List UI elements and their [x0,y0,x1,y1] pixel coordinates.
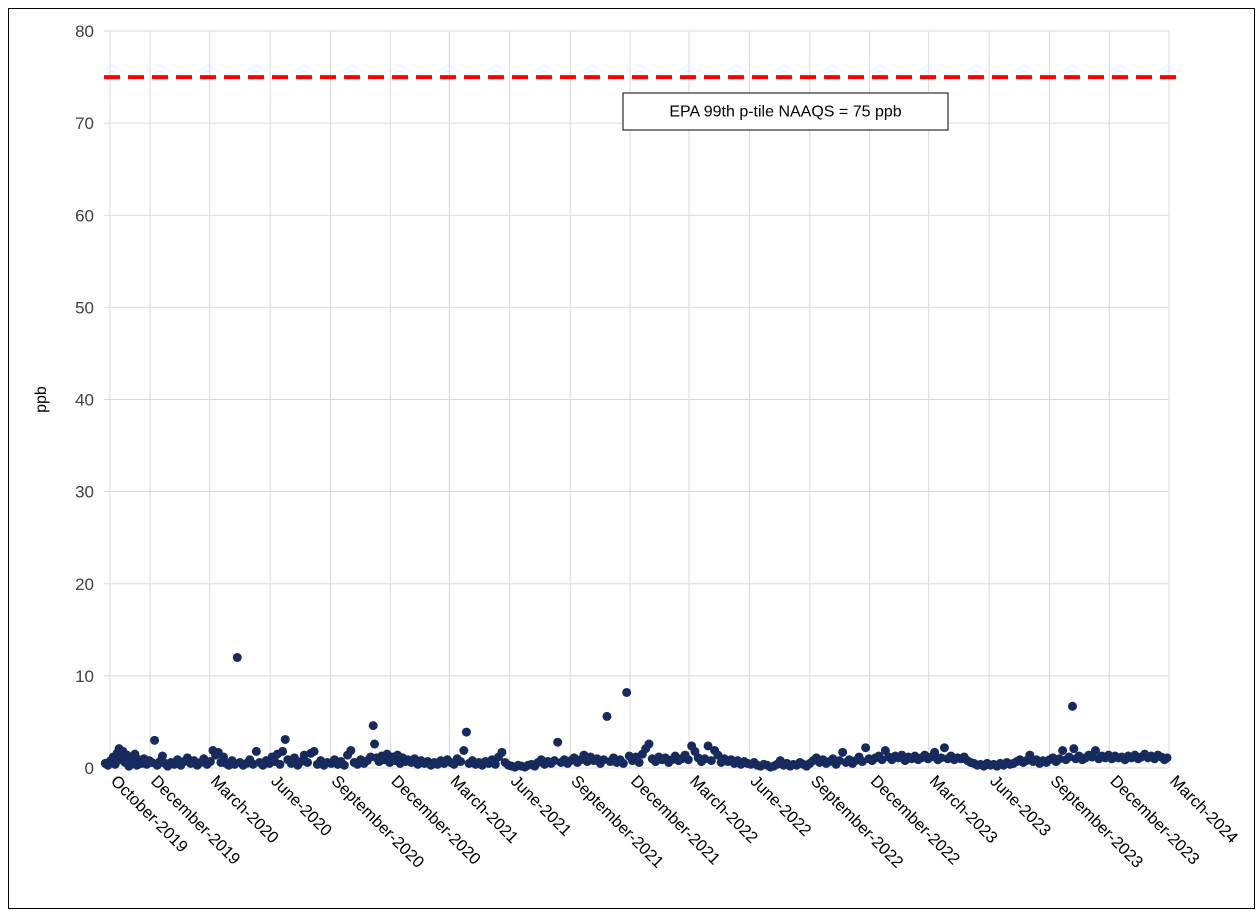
data-point-178 [634,757,644,767]
scatter-chart: 0 10 20 30 40 50 60 70 80 October-2019December-2… [33,22,1241,872]
data-point-270 [936,753,946,763]
data-point-73 [303,757,313,767]
y-tick-label-20: 20 [75,575,94,594]
data-point-153 [553,737,563,747]
data-point-306 [1054,754,1064,764]
data-points [100,652,1172,772]
y-tick-label-10: 10 [75,667,94,686]
data-point-124 [459,745,469,755]
data-point-40 [205,757,215,767]
data-point-64 [275,759,285,769]
data-point-311 [1069,744,1079,754]
data-point-173 [618,758,628,768]
y-tick-label-80: 80 [75,22,94,41]
data-point-136 [497,747,507,757]
data-point-307 [1058,745,1068,755]
data-point-168 [602,711,612,721]
data-point-134 [490,759,500,769]
annotation-border [622,92,949,131]
data-point-125 [461,727,471,737]
data-point-50 [232,652,242,662]
data-point-240 [838,747,848,757]
data-point-271 [939,743,949,753]
y-tick-label-0: 0 [85,759,94,778]
x-tick-labels: October-2019December-2019March-2020June-… [107,772,1241,872]
data-point-247 [861,743,871,753]
data-point-86 [346,745,356,755]
y-tick-label-30: 30 [75,483,94,502]
data-point-84 [339,760,349,770]
y-tick-label-70: 70 [75,114,94,133]
data-point-174 [622,687,632,697]
gridlines [104,30,1170,769]
y-tick-label-50: 50 [75,298,94,317]
data-point-193 [683,755,693,765]
data-point-93 [368,721,378,731]
y-tick-label-60: 60 [75,206,94,225]
naaqs-annotation-box: EPA 99th p-tile NAAQS = 75 ppb [622,92,949,131]
data-point-66 [280,734,290,744]
data-point-123 [456,757,466,767]
data-point-202 [713,750,723,760]
data-point-94 [370,739,380,749]
data-point-22 [150,735,160,745]
data-point-199 [703,741,713,751]
data-point-56 [251,746,261,756]
data-point-65 [278,746,288,756]
y-tick-labels: 0 10 20 30 40 50 60 70 80 [75,22,94,778]
data-point-318 [1090,745,1100,755]
data-point-340 [1162,753,1172,763]
data-point-69 [289,753,299,763]
annotation-label: EPA 99th p-tile NAAQS = 75 ppb [669,104,901,121]
data-point-181 [644,739,654,749]
data-point-310 [1067,701,1077,711]
chart-frame: 0 10 20 30 40 50 60 70 80 October-2019 December-2… [8,8,1255,909]
data-point-25 [157,751,167,761]
data-point-200 [706,756,716,766]
y-tick-label-40: 40 [75,391,94,410]
data-point-75 [309,746,319,756]
y-axis-title: ppb [33,386,50,413]
data-point-268 [930,747,940,757]
